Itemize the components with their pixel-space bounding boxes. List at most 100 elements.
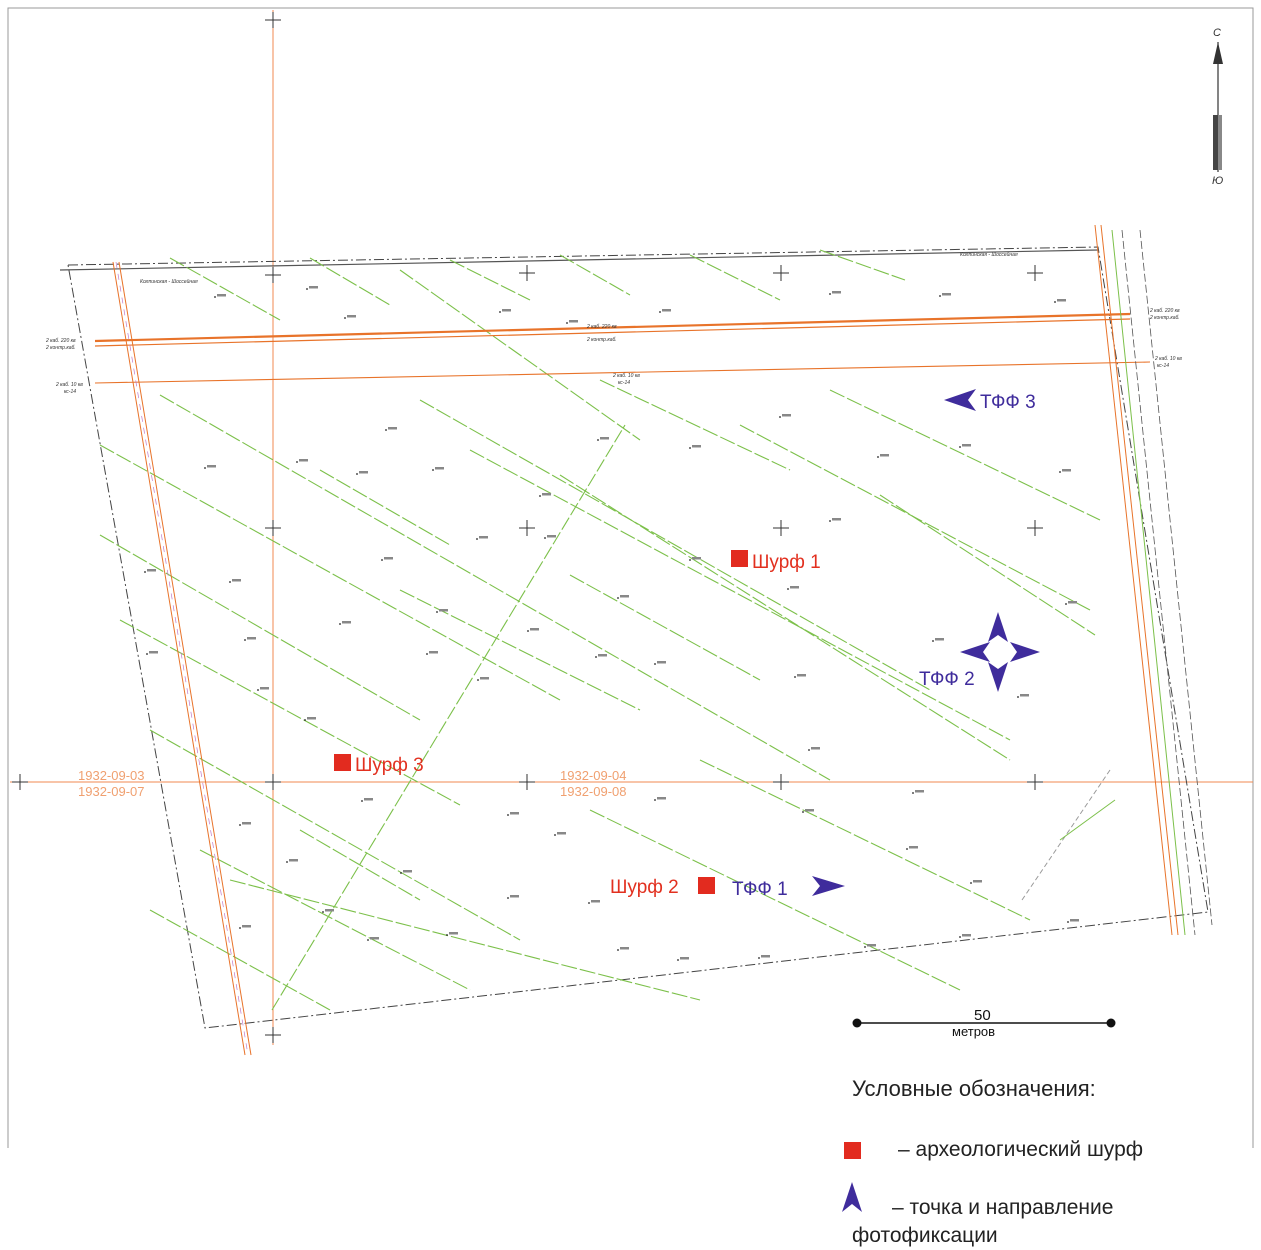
spot-height-mark [439, 609, 448, 612]
spot-height-mark [479, 536, 488, 539]
ditch-segment [419, 399, 931, 691]
spot-height-point [436, 611, 438, 613]
ditch-segment [559, 254, 631, 296]
spot-height-point [544, 537, 546, 539]
spot-height-mark [973, 880, 982, 883]
ditch-segment [589, 809, 961, 991]
grid-cross [265, 520, 281, 536]
cable-220-label-mid: 2 каб. 220 кв [586, 324, 617, 330]
spot-height-mark [805, 809, 814, 812]
spot-height-mark [692, 445, 701, 448]
pit-3-label: Шурф 3 [355, 755, 424, 776]
cable-10-label-mid: 2 каб. 10 кв [612, 373, 640, 379]
spot-height-point [527, 630, 529, 632]
ditch-segment [689, 254, 781, 301]
spot-height-mark [289, 859, 298, 862]
cable-220-line [94, 312, 1131, 347]
spot-height-mark [942, 293, 951, 296]
ditch-segment [119, 619, 461, 806]
spot-height-mark [242, 925, 251, 928]
ditch-segment [569, 574, 761, 681]
north-arrow-icon [1213, 42, 1223, 172]
spot-height-mark [600, 437, 609, 440]
spot-height-point [808, 749, 810, 751]
spot-height-mark [342, 621, 351, 624]
spot-height-point [959, 446, 961, 448]
spot-height-point [356, 473, 358, 475]
ditch-segment [319, 469, 451, 546]
spot-height-point [214, 296, 216, 298]
map-frame [7, 7, 1254, 1148]
ditch-short [1059, 799, 1116, 841]
spot-height-point [659, 311, 661, 313]
ditch-segment [299, 829, 421, 901]
ditch-segment [309, 257, 391, 306]
spot-height-mark [510, 895, 519, 898]
spot-height-point [239, 824, 241, 826]
ditch-segment [169, 257, 281, 321]
spot-height-point [617, 597, 619, 599]
spot-height-point [939, 295, 941, 297]
grid-label-left-bottom: 1932-09-07 [78, 784, 145, 799]
spot-height-point [1054, 301, 1056, 303]
ditch-segment [149, 909, 331, 1011]
legend-pit-text: – археологический шурф [898, 1138, 1144, 1161]
spot-height-point [959, 936, 961, 938]
spot-height-point [1065, 603, 1067, 605]
spot-height-mark [1057, 299, 1066, 302]
spot-height-mark [620, 947, 629, 950]
grid-label-mid-top: 1932-09-04 [560, 768, 627, 783]
spot-height-point [654, 799, 656, 801]
spot-height-mark [620, 595, 629, 598]
spot-height-mark [598, 654, 607, 657]
photo-arrow-swatch-icon [842, 1182, 862, 1212]
spot-height-point [367, 939, 369, 941]
spot-height-mark [557, 832, 566, 835]
spot-height-point [779, 416, 781, 418]
spot-height-mark [797, 674, 806, 677]
grid-label-left-top: 1932-09-03 [78, 768, 145, 783]
spot-height-point [400, 872, 402, 874]
spot-height-mark [680, 957, 689, 960]
spot-height-mark [149, 651, 158, 654]
spot-height-mark [347, 315, 356, 318]
spot-height-point [286, 861, 288, 863]
spot-height-point [306, 288, 308, 290]
control-cable-label-right: 2 контр.каб. [1149, 315, 1180, 321]
spot-height-point [244, 639, 246, 641]
ditch-segment [229, 879, 701, 1001]
spot-height-mark [657, 797, 666, 800]
spot-height-mark [935, 638, 944, 641]
spot-height-mark [147, 569, 156, 572]
spot-height-point [507, 897, 509, 899]
pit-2-label: Шурф 2 [610, 877, 679, 898]
spot-height-point [1059, 471, 1061, 473]
ditch-segment [99, 444, 561, 701]
photo-point-2-star-icon [960, 612, 1040, 692]
spot-height-mark [1020, 694, 1029, 697]
pit-2-marker [698, 877, 715, 894]
ditch-segment [829, 389, 1101, 521]
grid-label-mid-bottom: 1932-09-08 [560, 784, 627, 799]
cable-10-line [94, 361, 1151, 384]
photo-point-1-label: ТФФ 1 [732, 879, 788, 900]
spot-height-point [912, 792, 914, 794]
spot-height-point [304, 719, 306, 721]
grid-cross [265, 1027, 281, 1043]
spot-height-mark [429, 651, 438, 654]
ditch-segment [599, 379, 791, 471]
spot-height-mark [510, 812, 519, 815]
spot-height-mark [388, 427, 397, 430]
legend-photo-text-line1: – точка и направление [892, 1196, 1114, 1219]
ditch-segment [399, 269, 641, 441]
spot-height-mark [449, 932, 458, 935]
spot-height-point [344, 317, 346, 319]
scale-value: 50 [974, 1007, 991, 1024]
spot-height-point [677, 959, 679, 961]
spot-height-mark [867, 944, 876, 947]
cable-corridor-right [1094, 224, 1213, 936]
cable-10-sub-left: кс-14 [64, 389, 76, 395]
grid-cross [265, 774, 281, 790]
spot-height-mark [832, 291, 841, 294]
ditch-segment [149, 729, 521, 941]
